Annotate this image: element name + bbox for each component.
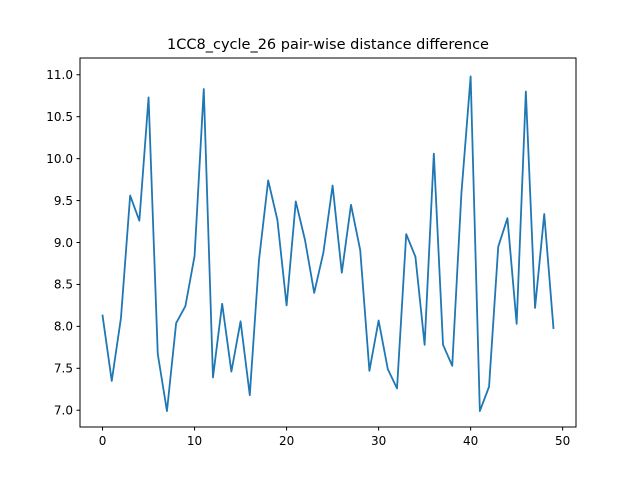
- y-tick-label: 10.5: [46, 110, 73, 124]
- x-tick-label: 20: [279, 434, 294, 448]
- series-line: [101, 75, 555, 412]
- chart-title: 1CC8_cycle_26 pair-wise distance differe…: [167, 37, 489, 53]
- x-tick-label: 50: [555, 434, 570, 448]
- x-tick-label: 10: [187, 434, 202, 448]
- y-tick-label: 8.0: [54, 320, 73, 334]
- y-tick-label: 7.5: [54, 362, 73, 376]
- y-tick-label: 9.0: [54, 236, 73, 250]
- y-tick-label: 8.5: [54, 278, 73, 292]
- x-tick-label: 0: [99, 434, 107, 448]
- y-tick-label: 11.0: [46, 68, 73, 82]
- y-tick-label: 9.5: [54, 194, 73, 208]
- y-tick-label: 7.0: [54, 404, 73, 418]
- x-tick-label: 30: [371, 434, 386, 448]
- y-tick-label: 10.0: [46, 152, 73, 166]
- x-axis: 0 10 20 30 40 50: [99, 427, 570, 448]
- y-axis: 7.0 7.5 8.0 8.5 9.0 9.5 10.0 10.5 11.0: [46, 68, 80, 418]
- x-tick-label: 40: [463, 434, 478, 448]
- plot-frame: [79, 57, 577, 428]
